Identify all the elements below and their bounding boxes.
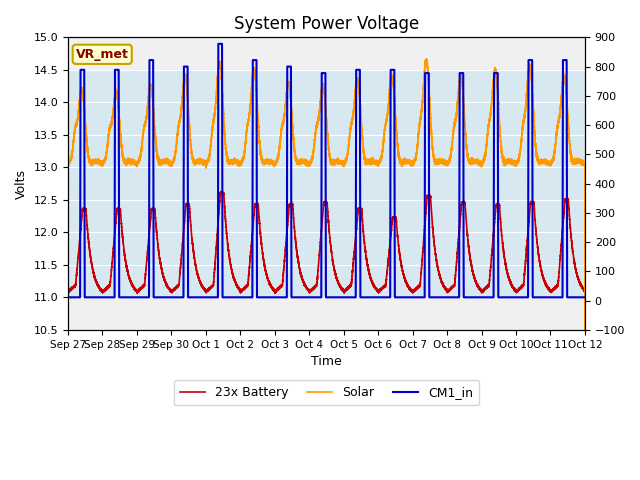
23x Battery	[580, 287, 588, 292]
CM1_in	[64, 294, 72, 300]
CM1_in	[581, 294, 589, 300]
Solar	[574, 159, 582, 165]
Solar	[394, 145, 402, 151]
23x Battery	[217, 189, 225, 194]
23x Battery	[394, 237, 402, 243]
Solar	[296, 159, 304, 165]
Title: System Power Voltage: System Power Voltage	[234, 15, 419, 33]
Line: 23x Battery: 23x Battery	[68, 192, 585, 330]
Solar	[422, 57, 430, 62]
CM1_in	[528, 57, 536, 63]
CM1_in	[214, 41, 222, 47]
23x Battery	[581, 327, 589, 333]
CM1_in	[394, 294, 402, 300]
23x Battery	[528, 201, 536, 206]
23x Battery	[574, 275, 582, 281]
23x Battery	[64, 290, 72, 296]
Solar	[64, 162, 72, 168]
Solar	[580, 162, 588, 168]
Text: VR_met: VR_met	[76, 48, 129, 61]
Bar	[68, 70, 585, 297]
Legend: 23x Battery, Solar, CM1_in: 23x Battery, Solar, CM1_in	[173, 380, 479, 406]
CM1_in	[574, 294, 582, 300]
X-axis label: Time: Time	[311, 355, 342, 368]
23x Battery	[296, 270, 304, 276]
CM1_in	[513, 294, 521, 300]
CM1_in	[580, 294, 588, 300]
Solar	[581, 327, 589, 333]
Line: Solar: Solar	[68, 60, 585, 330]
Solar	[513, 158, 521, 164]
23x Battery	[513, 288, 521, 294]
CM1_in	[296, 294, 304, 300]
Solar	[528, 78, 536, 84]
Line: CM1_in: CM1_in	[68, 44, 585, 297]
Y-axis label: Volts: Volts	[15, 168, 28, 199]
